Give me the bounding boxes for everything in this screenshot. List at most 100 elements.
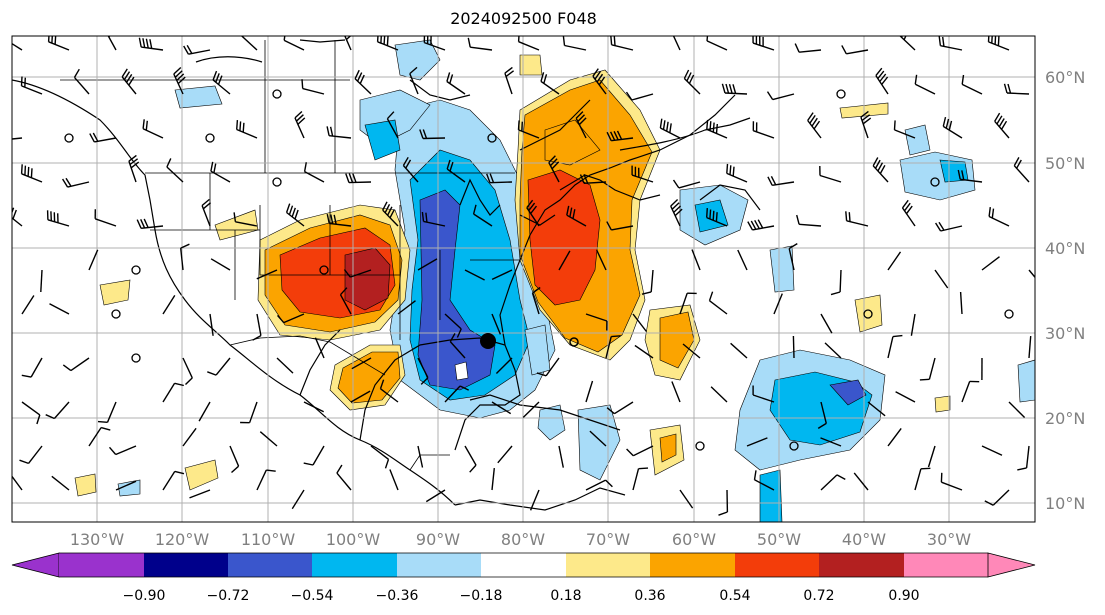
wind-barb-icon	[589, 430, 607, 447]
wind-barb-icon	[766, 91, 795, 101]
negative-anomaly-region	[174, 85, 223, 109]
wind-barb-icon	[209, 313, 214, 336]
wind-barb-icon	[531, 286, 541, 315]
colorbar-segment	[735, 553, 819, 577]
wind-barb-icon	[12, 207, 23, 227]
wind-barb-icon	[240, 36, 258, 51]
wind-barb-icon	[901, 199, 916, 227]
wind-barb-icon	[1003, 83, 1030, 95]
wind-barb-icon	[632, 467, 649, 491]
wind-barb-icon	[386, 111, 399, 139]
colorbar-segment	[144, 553, 228, 577]
wind-barb-icon	[605, 335, 621, 359]
negative-anomaly-region	[1017, 359, 1035, 403]
wind-barb-icon	[860, 110, 872, 139]
wind-barb-icon	[88, 426, 111, 447]
wind-barb-icon	[632, 313, 647, 332]
wind-barb-icon	[49, 303, 70, 315]
wind-barb-icon	[236, 120, 258, 139]
wind-barb-icon	[820, 474, 846, 491]
wind-barb-icon	[162, 295, 176, 315]
wind-barb-icon	[841, 45, 869, 55]
positive-anomaly-region	[184, 459, 219, 491]
positive-anomaly-region	[519, 54, 543, 76]
colorbar-tick-label: −0.72	[207, 588, 250, 604]
wind-barb-icon	[182, 427, 197, 447]
anomaly-field	[74, 39, 1035, 522]
map-title: 2024092500 F048	[450, 9, 597, 28]
wind-barb-icon	[421, 211, 446, 227]
negative-anomaly-region	[904, 124, 931, 156]
calm-circle-icon	[131, 353, 141, 363]
wind-barb-icon	[343, 269, 372, 278]
wind-barb-icon	[875, 67, 889, 95]
wind-barb-icon	[136, 218, 164, 229]
wind-barb-icon	[919, 357, 936, 381]
positive-anomaly-region	[659, 311, 695, 369]
map-frame	[11, 35, 1036, 523]
wind-barb-icon	[820, 437, 842, 447]
lat-tick-label: 10°N	[1045, 494, 1085, 513]
wind-barb-icon	[706, 208, 728, 227]
wind-barb-icon	[579, 174, 607, 184]
wind-barb-layer	[12, 36, 1035, 516]
wind-barb-icon	[726, 163, 748, 183]
negative-anomaly-region	[829, 379, 867, 406]
wind-barb-icon	[464, 445, 477, 473]
wind-barb-icon	[585, 479, 613, 491]
colorbar-tick-label: 0.36	[634, 588, 665, 604]
wind-barb-icon	[486, 173, 513, 184]
wind-barb-icon	[291, 489, 305, 510]
wind-barb-icon	[173, 66, 186, 95]
wind-barb-icon	[379, 379, 399, 403]
lat-axis: 60°N 50°N 40°N 30°N 20°N 10°N	[1045, 68, 1085, 513]
wind-barb-icon	[40, 269, 43, 293]
negative-anomaly-region	[364, 119, 401, 161]
wind-barb-icon	[887, 334, 903, 359]
wind-barb-icon	[683, 69, 701, 95]
wind-barb-icon	[20, 164, 43, 183]
lon-tick-label: 60°W	[672, 530, 716, 549]
wind-barb-icon	[981, 256, 1000, 271]
wind-barb-icon	[240, 401, 258, 424]
positive-anomaly-region	[854, 294, 883, 333]
wind-barb-icon	[935, 221, 963, 232]
wind-barb-icon	[706, 119, 728, 139]
wind-barb-icon	[233, 212, 258, 227]
wind-barb-icon	[504, 66, 515, 95]
wind-barb-icon	[89, 132, 117, 143]
colorbar-tick-label: −0.54	[291, 588, 334, 604]
positive-anomaly-region	[344, 247, 391, 311]
wind-barb-icon	[961, 380, 980, 403]
lat-tick-label: 60°N	[1045, 68, 1085, 87]
lon-tick-label: 130°W	[70, 530, 125, 549]
wind-barb-icon	[449, 333, 466, 359]
wind-barb-icon	[212, 70, 231, 95]
wind-barb-icon	[229, 445, 240, 474]
lon-tick-label: 120°W	[155, 530, 210, 549]
wind-barb-icon	[988, 207, 1010, 227]
wind-barb-icon	[303, 162, 325, 183]
calm-circle-icon	[205, 133, 215, 143]
positive-anomaly-region	[527, 169, 601, 306]
wind-barb-icon	[21, 295, 35, 315]
colorbar-tick-label: −0.90	[123, 588, 166, 604]
wind-barb-icon	[887, 427, 902, 447]
colorbar-segment	[228, 553, 312, 577]
colorbar-low-extend	[11, 552, 60, 578]
wind-barb-icon	[491, 269, 513, 281]
wind-barb-icon	[472, 204, 493, 227]
colorbar-tick-label: −0.18	[460, 588, 503, 604]
wind-barb-icon	[562, 36, 587, 51]
wind-barb-icon	[984, 489, 1010, 506]
wind-barb-icon	[336, 464, 352, 491]
wind-barb-icon	[94, 209, 117, 227]
wind-barb-icon	[409, 66, 419, 95]
lon-tick-label: 80°W	[501, 530, 545, 549]
wind-barb-icon	[682, 343, 701, 359]
negative-anomaly-region	[694, 199, 729, 233]
wind-barb-icon	[88, 249, 99, 271]
calm-circle-icon	[836, 89, 846, 99]
negative-anomaly-region	[117, 479, 141, 497]
